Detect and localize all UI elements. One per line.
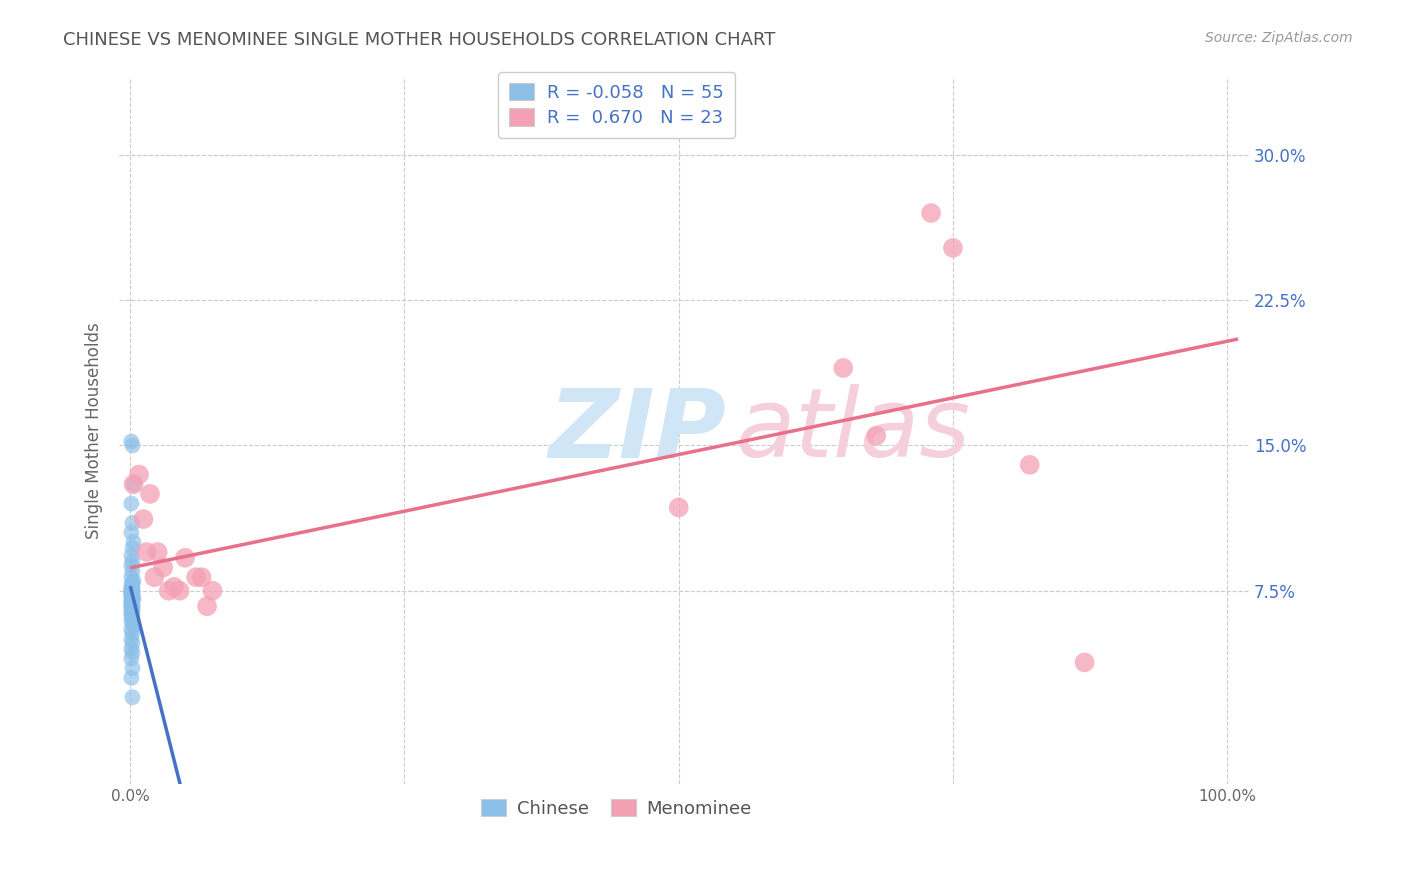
Point bbox=[121, 588, 143, 602]
Point bbox=[201, 583, 224, 598]
Point bbox=[132, 512, 155, 526]
Point bbox=[169, 583, 191, 598]
Point bbox=[121, 601, 143, 615]
Point bbox=[120, 570, 142, 584]
Point bbox=[121, 593, 143, 607]
Point bbox=[120, 590, 142, 604]
Point bbox=[120, 641, 142, 656]
Point bbox=[120, 623, 142, 637]
Point bbox=[120, 601, 142, 615]
Point bbox=[120, 578, 142, 592]
Point bbox=[1018, 458, 1040, 472]
Point bbox=[120, 585, 142, 599]
Point bbox=[135, 545, 157, 559]
Point bbox=[121, 580, 143, 594]
Point bbox=[121, 599, 143, 614]
Point bbox=[865, 429, 887, 443]
Point bbox=[121, 565, 143, 579]
Point bbox=[122, 574, 145, 588]
Point bbox=[120, 497, 142, 511]
Point bbox=[157, 583, 180, 598]
Point bbox=[195, 599, 218, 614]
Point bbox=[152, 560, 174, 574]
Point bbox=[120, 605, 142, 619]
Point bbox=[120, 597, 142, 611]
Point bbox=[121, 576, 143, 591]
Point bbox=[122, 618, 145, 632]
Point bbox=[668, 500, 690, 515]
Point bbox=[120, 632, 142, 647]
Point bbox=[146, 545, 169, 559]
Point bbox=[120, 608, 142, 623]
Point bbox=[120, 434, 142, 449]
Text: ZIP: ZIP bbox=[548, 384, 727, 477]
Text: CHINESE VS MENOMINEE SINGLE MOTHER HOUSEHOLDS CORRELATION CHART: CHINESE VS MENOMINEE SINGLE MOTHER HOUSE… bbox=[63, 31, 776, 49]
Point bbox=[121, 591, 143, 606]
Point bbox=[120, 583, 142, 598]
Point bbox=[120, 583, 142, 598]
Point bbox=[120, 615, 142, 629]
Point bbox=[174, 550, 197, 565]
Point bbox=[190, 570, 212, 584]
Point bbox=[121, 597, 143, 611]
Point bbox=[143, 570, 166, 584]
Point bbox=[121, 516, 143, 530]
Point bbox=[121, 541, 143, 555]
Point bbox=[120, 558, 142, 573]
Point bbox=[120, 588, 142, 602]
Point bbox=[120, 525, 142, 540]
Point bbox=[122, 591, 145, 606]
Point bbox=[122, 477, 145, 491]
Text: atlas: atlas bbox=[735, 384, 970, 477]
Point bbox=[121, 603, 143, 617]
Point bbox=[920, 206, 942, 220]
Point bbox=[121, 555, 143, 569]
Point bbox=[121, 661, 143, 675]
Point bbox=[128, 467, 150, 482]
Point bbox=[121, 590, 143, 604]
Point bbox=[122, 477, 145, 491]
Point bbox=[121, 585, 143, 599]
Point bbox=[121, 690, 143, 705]
Point bbox=[121, 607, 143, 621]
Point bbox=[120, 582, 142, 596]
Point bbox=[120, 651, 142, 665]
Point bbox=[832, 361, 855, 376]
Point bbox=[163, 580, 186, 594]
Point bbox=[120, 595, 142, 609]
Point bbox=[121, 438, 143, 452]
Point bbox=[942, 241, 965, 255]
Legend: Chinese, Menominee: Chinese, Menominee bbox=[474, 791, 759, 825]
Point bbox=[121, 613, 143, 627]
Point bbox=[121, 626, 143, 640]
Point bbox=[120, 599, 142, 614]
Point bbox=[121, 646, 143, 660]
Point bbox=[120, 593, 142, 607]
Point bbox=[1073, 656, 1095, 670]
Point bbox=[121, 636, 143, 650]
Point bbox=[120, 549, 142, 563]
Point bbox=[121, 582, 143, 596]
Text: Source: ZipAtlas.com: Source: ZipAtlas.com bbox=[1205, 31, 1353, 45]
Y-axis label: Single Mother Households: Single Mother Households bbox=[86, 323, 103, 540]
Point bbox=[120, 671, 142, 685]
Point bbox=[139, 487, 162, 501]
Point bbox=[122, 535, 145, 549]
Point bbox=[184, 570, 207, 584]
